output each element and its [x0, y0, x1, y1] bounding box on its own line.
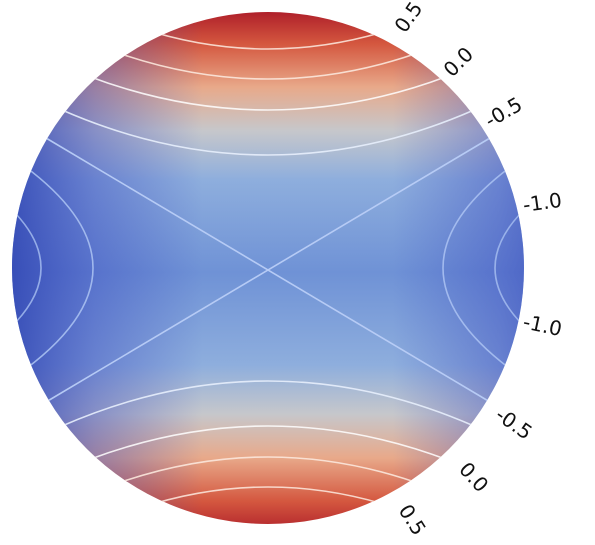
contour-line	[442, 159, 521, 377]
contour-line	[15, 159, 94, 377]
contour-line	[139, 27, 397, 50]
contour-line	[45, 137, 491, 403]
contour-label-bottom-neg-0-5: -0.5	[491, 402, 537, 444]
contour-line	[139, 486, 397, 509]
contour-line	[87, 75, 449, 111]
contour-line	[87, 425, 449, 461]
contour-label-top-0-5: 0.5	[389, 0, 427, 37]
contour-line	[15, 213, 42, 323]
contour-line	[109, 456, 427, 487]
contour-lines	[15, 27, 521, 509]
contour-label-bottom-0-5: 0.5	[394, 500, 431, 540]
contour-line	[494, 213, 521, 323]
contour-line	[61, 380, 475, 427]
contour-label-top-0-0: 0.0	[439, 42, 478, 81]
contour-line	[109, 49, 427, 80]
contour-label-bottom-0-0: 0.0	[454, 457, 493, 497]
contour-line	[61, 109, 475, 156]
contour-label-top-neg-0-5: -0.5	[481, 92, 527, 132]
contour-label-bottom-neg-1-0: -1.0	[521, 309, 564, 341]
contour-label-top-neg-1-0: -1.0	[521, 188, 563, 217]
